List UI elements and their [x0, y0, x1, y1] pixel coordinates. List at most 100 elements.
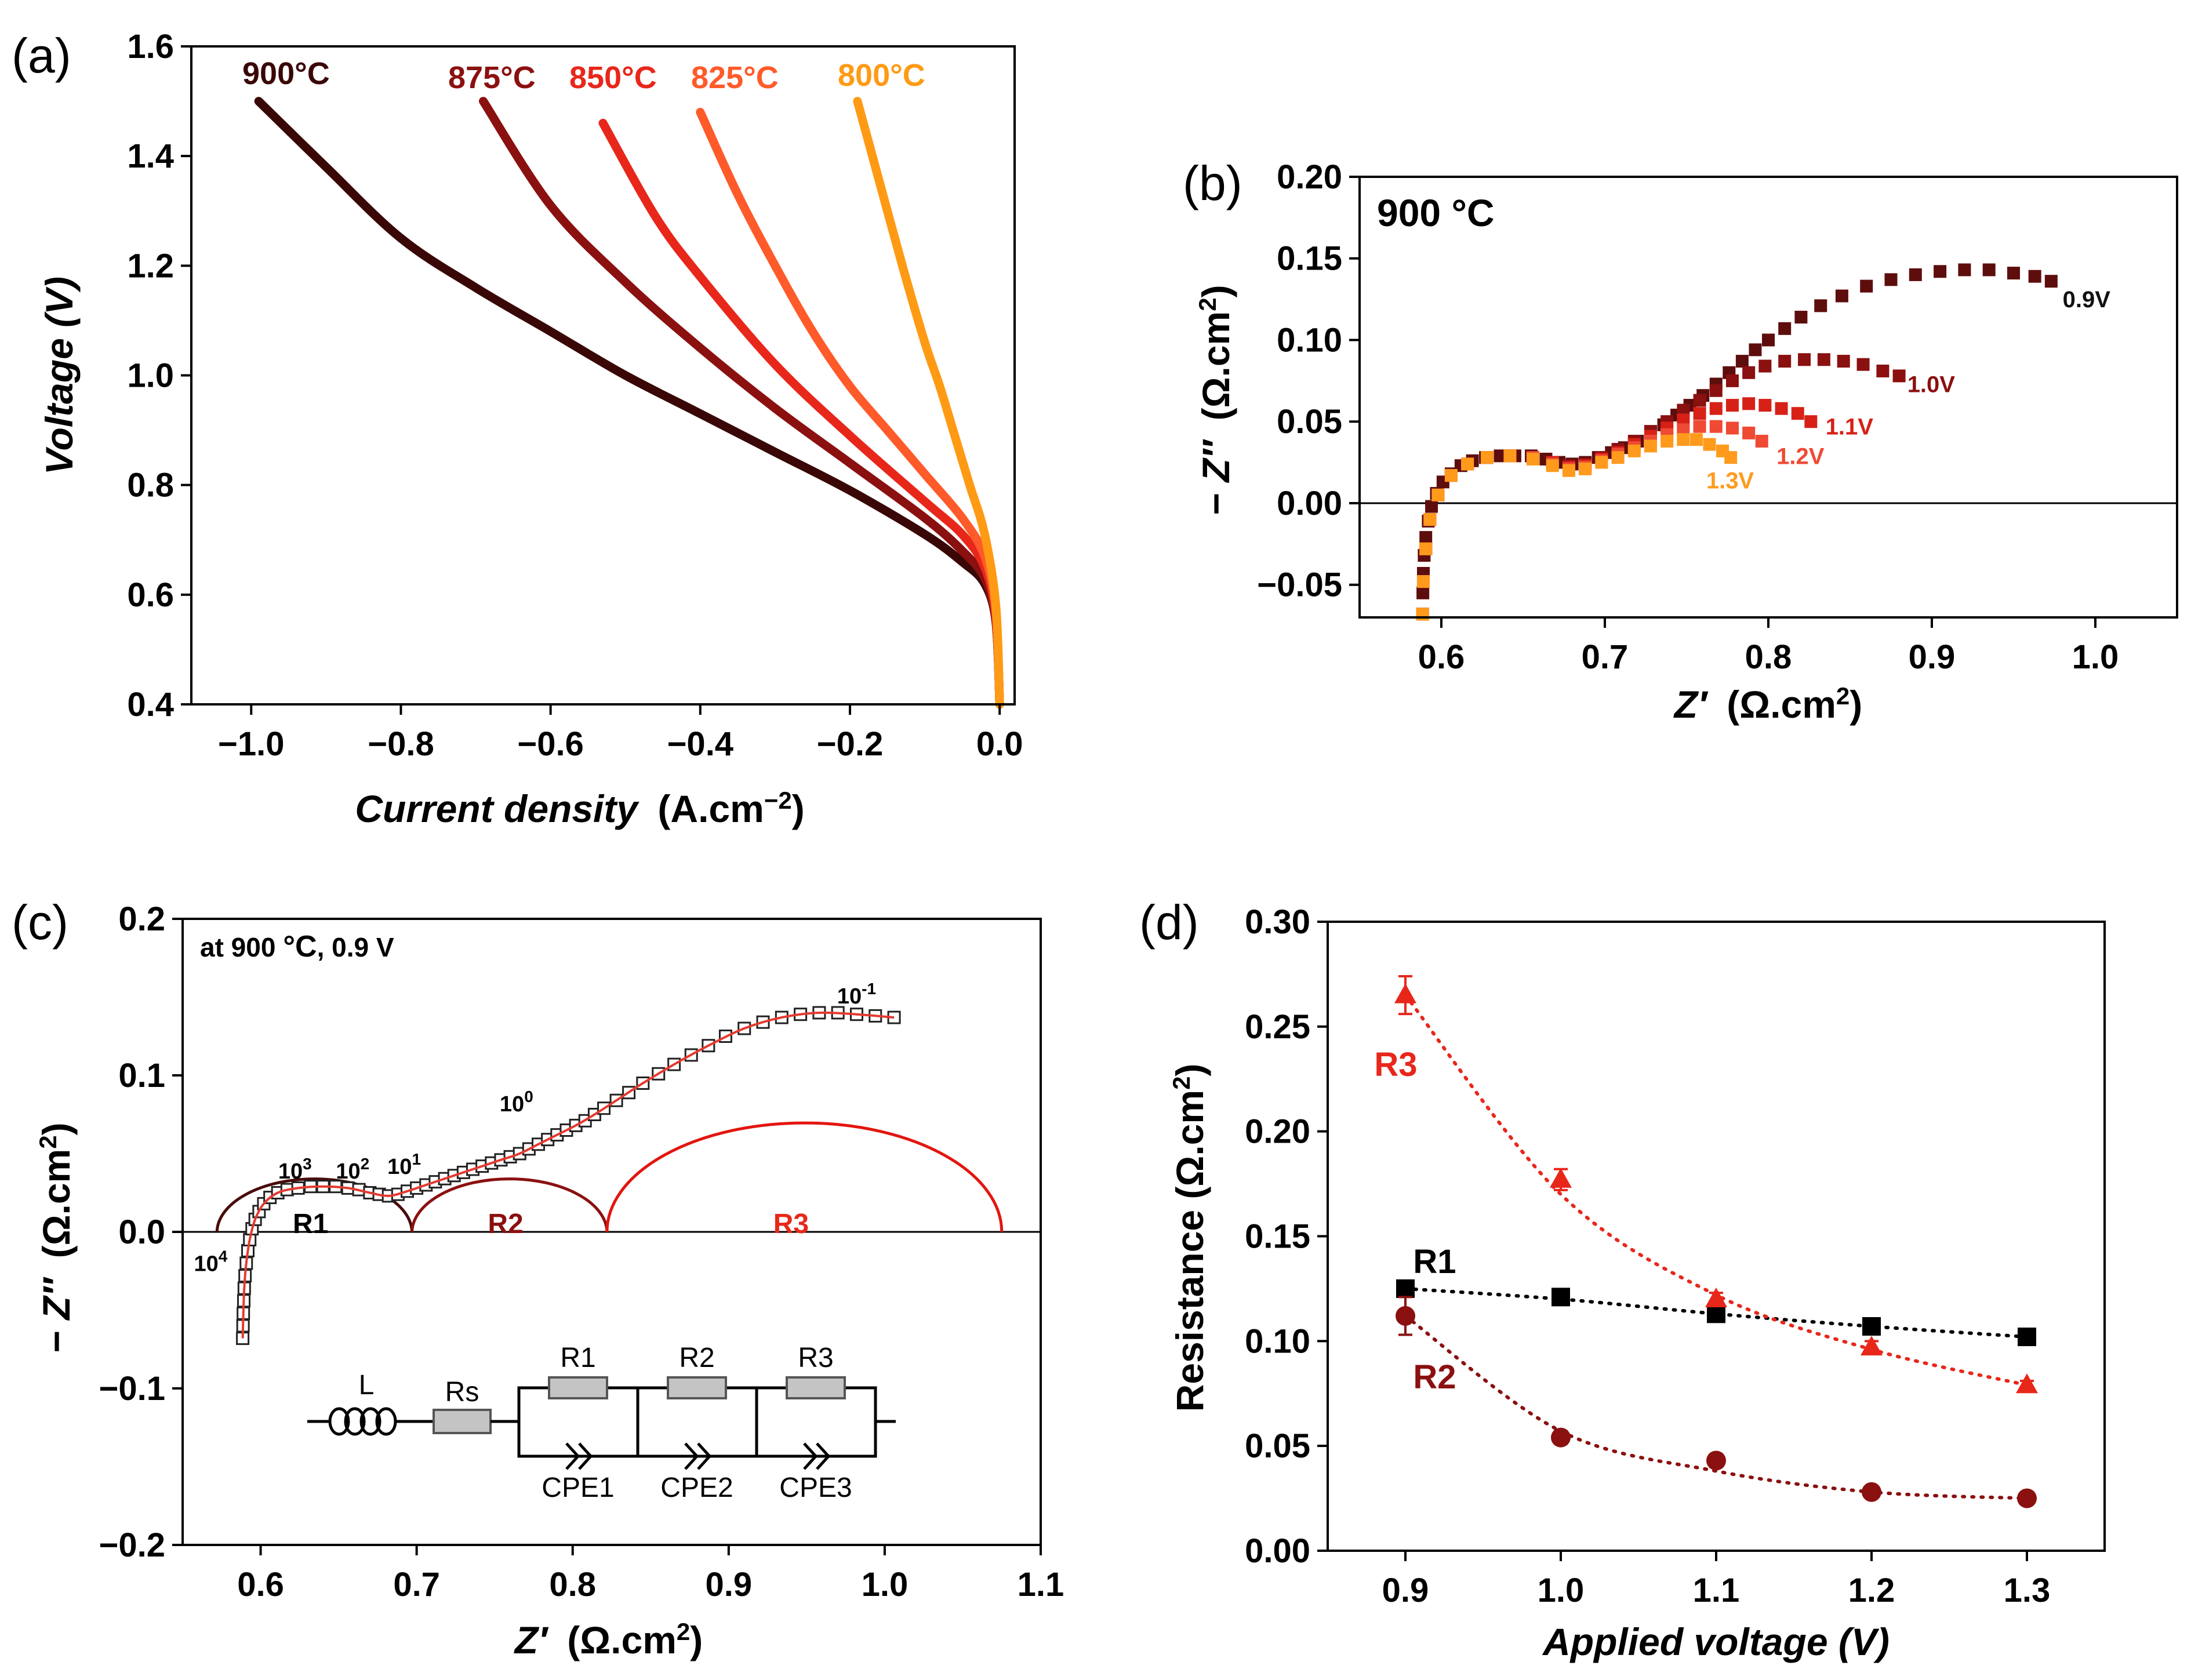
eis-point — [1677, 413, 1690, 427]
panel-d-xlabel: Applied voltage (V) — [1542, 1620, 1890, 1663]
eis-point — [1798, 353, 1811, 366]
eis-point — [1804, 415, 1818, 428]
series-label-825c: 825°C — [691, 60, 779, 95]
series-label-R1: R1 — [1413, 1243, 1456, 1281]
marker-circle-R2 — [2017, 1488, 2037, 1508]
iv-curve-800c — [853, 97, 1004, 709]
equivalent-circuit — [307, 1376, 896, 1470]
eis-point — [1709, 402, 1723, 415]
c-xtick-label: 1.0 — [862, 1566, 909, 1603]
b-xtick-label: 0.7 — [1582, 638, 1629, 676]
resistor-r3 — [786, 1376, 846, 1399]
freq-label: 100 — [500, 1088, 533, 1117]
eis-point — [1419, 531, 1433, 544]
a-xtick-label: −1.0 — [218, 725, 285, 763]
eis-point — [1425, 500, 1438, 513]
panel-c-curves — [183, 1006, 1041, 1346]
panel-a-series-labels: 900°C 875°C 850°C 825°C 800°C — [242, 56, 925, 95]
eis-point — [1724, 451, 1738, 464]
panel-c-ylabel: − Z″ (Ω.cm2) — [34, 1122, 78, 1352]
cpe3-symbol — [803, 1442, 831, 1470]
a-ytick-label: 0.6 — [127, 576, 174, 614]
marker-triangle-R3 — [2016, 1373, 2038, 1394]
c-ytick-label: 0.2 — [118, 900, 165, 938]
eis-point — [1791, 407, 1804, 420]
eis-point — [1892, 369, 1906, 383]
iv-curve-875c — [479, 97, 1004, 709]
eis-point — [1677, 423, 1690, 437]
eis-point — [1778, 355, 1792, 368]
eis-point — [1837, 355, 1850, 368]
panel-c-annotation: at 900 °C, 0.9 V — [200, 930, 394, 963]
d-xtick-label: 1.0 — [1538, 1572, 1585, 1609]
arc-label-R1: R1 — [293, 1209, 328, 1239]
eis-point — [1595, 456, 1608, 469]
a-ytick-label: 1.0 — [127, 357, 174, 395]
panel-b-annotation: 900 °C — [1377, 191, 1495, 234]
panel-b-label: (b) — [1183, 156, 1242, 210]
arc-label-R2: R2 — [488, 1209, 523, 1239]
eis-point — [1775, 402, 1788, 415]
eis-point — [1494, 449, 1507, 463]
marker-triangle-R3 — [1394, 983, 1416, 1003]
circuit-label-cpe2: CPE2 — [660, 1472, 733, 1503]
freq-label: 10-1 — [837, 980, 876, 1009]
cpe1-symbol — [565, 1442, 593, 1470]
fit-arc-R2 — [410, 1177, 609, 1232]
panel-b-frame — [1358, 176, 2178, 619]
marker-circle-R2 — [1551, 1427, 1571, 1448]
panel-a-xlabel: Current density (A.cm−2) — [355, 787, 804, 831]
iv-curve-900c — [254, 97, 1004, 709]
eis-point — [1735, 355, 1749, 368]
panel-d-ylabel: Resistance (Ω.cm2) — [1168, 1064, 1212, 1412]
d-xtick-label: 0.9 — [1382, 1572, 1429, 1609]
b-ytick-label: 0.20 — [1277, 158, 1342, 196]
eis-point — [1480, 451, 1494, 464]
eis-point — [1817, 353, 1830, 366]
d-ytick-label: 0.00 — [1245, 1532, 1310, 1570]
eis-series-1.1V — [1416, 397, 1818, 621]
marker-circle-R2 — [1706, 1450, 1726, 1471]
c-xtick-label: 0.9 — [705, 1566, 752, 1603]
panel-c-label: (c) — [12, 895, 68, 950]
cpe2-symbol — [684, 1442, 712, 1470]
marker-square-R1 — [1396, 1279, 1415, 1298]
eis-point — [1835, 289, 1848, 303]
series-label-R2: R2 — [1413, 1358, 1456, 1396]
d-ytick-label: 0.15 — [1245, 1218, 1310, 1256]
eis-point — [1742, 426, 1756, 439]
panel-b-ticks: 0.6 0.7 0.8 0.9 1.0 −0.05 0.00 0.05 0.10 0.15 0.20 — [1257, 158, 2119, 676]
a-ytick-label: 0.4 — [127, 686, 174, 723]
eis-point — [1644, 439, 1657, 453]
panel-c-xlabel: Z′ (Ω.cm2) — [514, 1618, 703, 1662]
freq-base: 10 — [500, 1092, 524, 1117]
panel-b-ylabel: − Z″ (Ω.cm2) — [1194, 285, 1238, 515]
b-xtick-label: 0.8 — [1745, 638, 1792, 676]
panel-b-series-labels: 0.9V 1.0V 1.1V1.2V 1.3V — [1706, 287, 2110, 493]
circuit-label-cpe3: CPE3 — [779, 1472, 852, 1503]
marker-circle-R2 — [1396, 1306, 1415, 1326]
eis-point — [1431, 488, 1445, 501]
panel-a-curves — [254, 97, 1004, 709]
a-xtick-label: 0.0 — [976, 725, 1023, 763]
freq-exponent: 1 — [412, 1150, 421, 1168]
eis-point — [1709, 384, 1723, 397]
panel-d: (d) 0.9 1.0 1.1 1.2 1.30.000.050.100.150.200… — [1139, 895, 2106, 1663]
eis-point — [1461, 457, 1474, 471]
c-ytick-label: 0.0 — [118, 1213, 165, 1251]
resistor-r2 — [667, 1376, 727, 1399]
freq-exponent: 2 — [361, 1155, 370, 1173]
eis-point — [1909, 268, 1922, 281]
a-xtick-label: −0.4 — [667, 725, 734, 763]
circuit-label-cpe1: CPE1 — [542, 1472, 614, 1503]
eis-point — [1416, 608, 1429, 621]
eis-point — [2028, 270, 2041, 283]
circuit-label-l: L — [359, 1370, 375, 1401]
freq-label: 104 — [194, 1248, 228, 1277]
eis-point — [1677, 403, 1690, 417]
eis-point — [1546, 459, 1559, 472]
trend-line-R2 — [1404, 1314, 2029, 1500]
eis-point — [1725, 399, 1739, 412]
resistance-series-R1 — [1396, 1279, 2036, 1347]
